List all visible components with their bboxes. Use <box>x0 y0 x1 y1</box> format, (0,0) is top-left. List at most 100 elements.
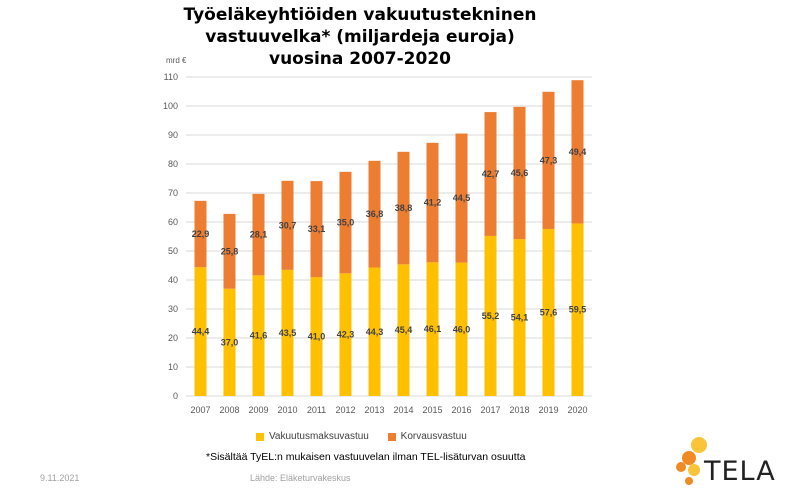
data-label: 38,8 <box>395 203 413 213</box>
data-label: 36,8 <box>366 209 384 219</box>
bar-segment <box>368 267 381 396</box>
bar-segment <box>223 213 236 289</box>
data-label: 45,4 <box>395 325 413 335</box>
tela-logo-icon <box>676 437 707 485</box>
bar-segment <box>455 133 468 263</box>
x-tick-label: 2014 <box>393 405 413 415</box>
data-label: 42,7 <box>482 169 500 179</box>
x-tick-label: 2012 <box>335 405 355 415</box>
y-tick-label: 30 <box>168 304 178 314</box>
bar-segment <box>484 112 497 236</box>
stacked-bar-chart: 0 10 20 30 40 50 60 70 80 90 100 110 44,4 22,9 37,0 25… <box>163 56 592 415</box>
bar-segment <box>542 91 555 229</box>
x-tick-label: 2011 <box>307 405 326 415</box>
data-label: 46,1 <box>424 324 442 334</box>
bar-segment <box>339 171 352 274</box>
bar-segment <box>484 235 497 396</box>
source-note: Lähde: Eläketurvakeskus <box>250 473 351 483</box>
data-label: 44,3 <box>366 327 384 337</box>
x-tick-label: 2007 <box>190 405 210 415</box>
legend-item-series-1: Vakuutusmaksuvastuu <box>256 431 369 442</box>
bar-segment <box>194 200 207 268</box>
data-label: 37,0 <box>221 337 239 347</box>
data-label: 49,4 <box>569 147 587 157</box>
bar-segment <box>339 273 352 396</box>
x-tick-label: 2008 <box>219 405 239 415</box>
title-line-2: vastuuvelka* (miljardeja euroja) <box>205 27 515 47</box>
x-tick-label: 2013 <box>364 405 384 415</box>
bar-segment <box>281 180 294 270</box>
legend-label-series-2: Korvausvastuu <box>400 431 467 442</box>
chart-title: Työeläkeyhtiöiden vakuutustekninen vastu… <box>150 4 570 70</box>
bar-segment <box>310 277 323 396</box>
x-tick-label: 2009 <box>248 405 268 415</box>
y-tick-label: 90 <box>168 130 178 140</box>
data-label: 44,4 <box>192 327 210 337</box>
y-tick-label: 50 <box>168 246 178 256</box>
bar-segment <box>455 262 468 396</box>
bar-segment <box>252 275 265 396</box>
y-axis-unit-label: mrd € <box>166 56 187 65</box>
data-label: 33,1 <box>308 224 326 234</box>
data-label: 45,6 <box>511 168 529 178</box>
data-label: 30,7 <box>279 220 297 230</box>
bar-segment <box>571 80 584 224</box>
bar-segment <box>571 223 584 396</box>
gridlines <box>186 76 592 397</box>
data-label: 55,2 <box>482 311 500 321</box>
bar-segment <box>223 288 236 396</box>
y-tick-label: 10 <box>168 362 178 372</box>
bar-segment <box>513 239 526 396</box>
bar-segment <box>281 269 294 396</box>
y-tick-label: 70 <box>168 188 178 198</box>
legend: Vakuutusmaksuvastuu Korvausvastuu <box>256 431 483 444</box>
slide-date: 9.11.2021 <box>40 473 80 483</box>
bar-segment <box>513 106 526 240</box>
footnote: *Sisältää TyEL:n mukaisen vastuuvelan il… <box>206 451 526 463</box>
bar-segment <box>426 262 439 396</box>
data-label: 54,1 <box>511 313 529 323</box>
data-label: 46,0 <box>453 324 471 334</box>
data-label: 41,0 <box>308 332 326 342</box>
bar-segment <box>426 142 439 263</box>
legend-label-series-1: Vakuutusmaksuvastuu <box>269 431 369 442</box>
data-label: 47,3 <box>540 155 558 165</box>
y-tick-label: 40 <box>168 275 178 285</box>
data-labels: 44,4 22,9 37,0 25,8 41,6 28,1 43,5 30,7 41,0 33,1… <box>192 147 587 348</box>
data-label: 41,2 <box>424 198 442 208</box>
bar-segment <box>368 160 381 268</box>
bar-segment <box>194 267 207 396</box>
data-label: 44,5 <box>453 193 471 203</box>
y-tick-label: 20 <box>168 333 178 343</box>
bar-segment <box>252 193 265 276</box>
x-tick-label: 2018 <box>509 405 529 415</box>
x-tick-label: 2010 <box>277 405 297 415</box>
y-tick-label: 0 <box>173 391 178 401</box>
title-line-3: vuosina 2007-2020 <box>269 49 451 69</box>
y-axis: 0 10 20 30 40 50 60 70 80 90 100 110 <box>163 72 178 401</box>
x-tick-label: 2015 <box>422 405 442 415</box>
y-tick-label: 110 <box>164 72 178 82</box>
y-tick-label: 60 <box>168 217 178 227</box>
x-axis: 2007 2008 2009 2010 2011 2012 2013 2014 2015 2016… <box>190 405 587 415</box>
data-label: 22,9 <box>192 229 210 239</box>
data-label: 57,6 <box>540 307 558 317</box>
logo-text: TELA <box>704 456 776 487</box>
data-label: 43,5 <box>279 328 297 338</box>
bars <box>194 80 584 396</box>
x-tick-label: 2019 <box>538 405 558 415</box>
bar-segment <box>397 264 410 396</box>
data-label: 42,3 <box>337 330 355 340</box>
x-tick-label: 2020 <box>567 405 587 415</box>
data-label: 59,5 <box>569 305 587 315</box>
y-tick-label: 100 <box>163 101 178 111</box>
x-tick-label: 2016 <box>451 405 471 415</box>
x-tick-label: 2017 <box>480 405 500 415</box>
legend-swatch-series-2 <box>387 432 396 441</box>
data-label: 41,6 <box>250 331 268 341</box>
data-label: 35,0 <box>337 218 355 228</box>
bar-segment <box>397 151 410 265</box>
data-label: 25,8 <box>221 246 239 256</box>
bar-segment <box>542 228 555 396</box>
y-tick-label: 80 <box>168 159 178 169</box>
